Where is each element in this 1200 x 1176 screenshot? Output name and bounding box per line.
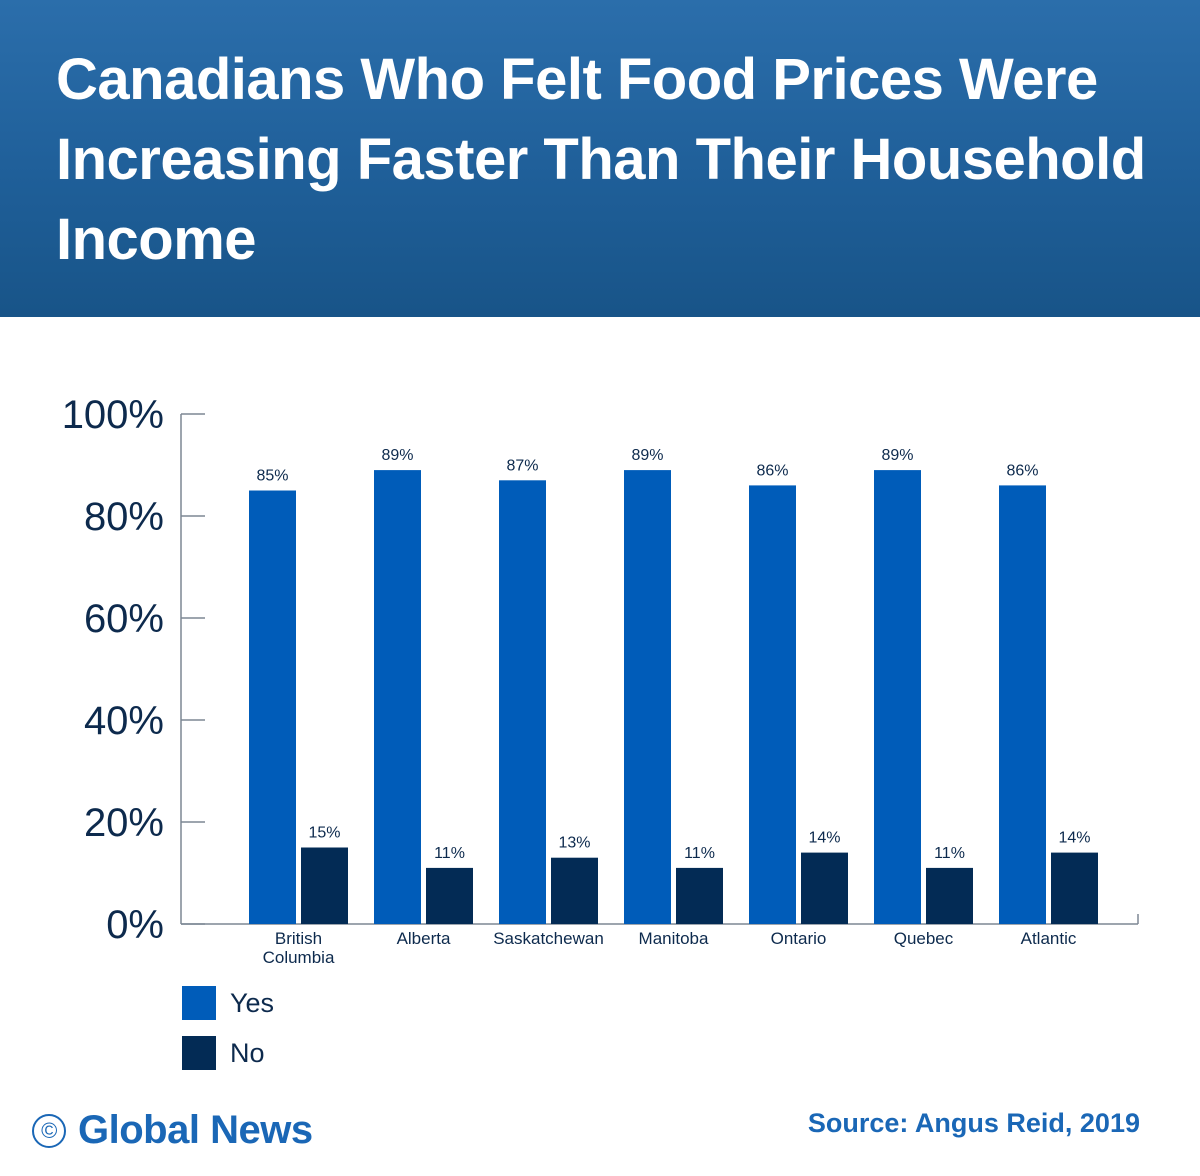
data-label-no: 11% [684,845,715,862]
x-tick-label-line: Alberta [397,929,451,948]
legend-item-no: No [182,1036,274,1070]
bar-yes [249,490,296,924]
y-tick-label: 60% [84,597,164,641]
data-label-yes: 89% [381,447,413,464]
source-note: Source: Angus Reid, 2019 [807,1108,1140,1138]
x-tick-label-line: British [275,929,322,948]
bar-yes [374,470,421,924]
bar-yes [749,485,796,924]
data-label-yes: 89% [881,447,913,464]
bar-yes [874,470,921,924]
data-label-no: 11% [934,845,965,862]
x-tick-label-line: Columbia [263,948,335,967]
x-tick-label: Alberta [397,929,451,948]
data-label-yes: 85% [256,468,288,485]
x-tick-label: Atlantic [1021,929,1077,948]
data-label-no: 14% [1058,830,1090,847]
copyright-icon: © [32,1113,66,1148]
data-label-yes: 86% [756,462,788,479]
y-tick-label: 80% [84,495,164,539]
legend: Yes No [182,986,274,1086]
bar-yes [624,470,671,924]
bar-no [926,867,973,924]
data-label-no: 11% [434,845,465,862]
y-tick-label: 100% [62,393,164,437]
x-tick-label-line: Quebec [894,929,954,948]
legend-swatch-yes [182,986,216,1020]
x-tick-label: Manitoba [639,929,709,948]
bar-no [676,867,723,924]
bar-no [551,857,598,924]
bar-no [1051,852,1098,924]
title-banner: Canadians Who Felt Food Prices Were Incr… [0,0,1200,317]
x-tick-label-line: Atlantic [1021,929,1077,948]
x-tick-label-line: Manitoba [639,929,709,948]
legend-label-yes: Yes [230,987,275,1018]
bar-no [426,867,473,924]
data-label-yes: 89% [631,447,663,464]
x-tick-label-line: Saskatchewan [493,929,604,948]
data-label-yes: 86% [1006,462,1038,479]
x-tick-label: British Columbia [263,929,335,967]
legend-swatch-no [182,1036,216,1070]
x-tick-label-line: Ontario [771,929,827,948]
bar-chart: 0% 20% 40% 60% 80% 100% 85% 15% British Columbia 8… [62,393,1139,967]
data-label-no: 15% [308,825,340,842]
bar-no [801,852,848,924]
y-tick-label: 40% [84,699,164,743]
y-tick-label: 20% [84,801,164,845]
brand-name: Global News [78,1108,313,1152]
bar-no [301,847,348,924]
x-tick-label: Quebec [894,929,954,948]
x-tick-label: Saskatchewan [493,929,604,948]
bar-yes [999,485,1046,924]
data-label-no: 14% [808,830,840,847]
x-tick-label: Ontario [771,929,827,948]
global-news-logo: © Global News [32,1108,313,1153]
bar-yes [499,480,546,924]
legend-item-yes: Yes [182,986,274,1020]
y-tick-label: 0% [106,903,164,947]
data-label-no: 13% [558,835,590,852]
data-label-yes: 87% [506,457,538,474]
legend-label-no: No [230,1037,265,1068]
chart-title: Canadians Who Felt Food Prices Were Incr… [56,47,1146,272]
